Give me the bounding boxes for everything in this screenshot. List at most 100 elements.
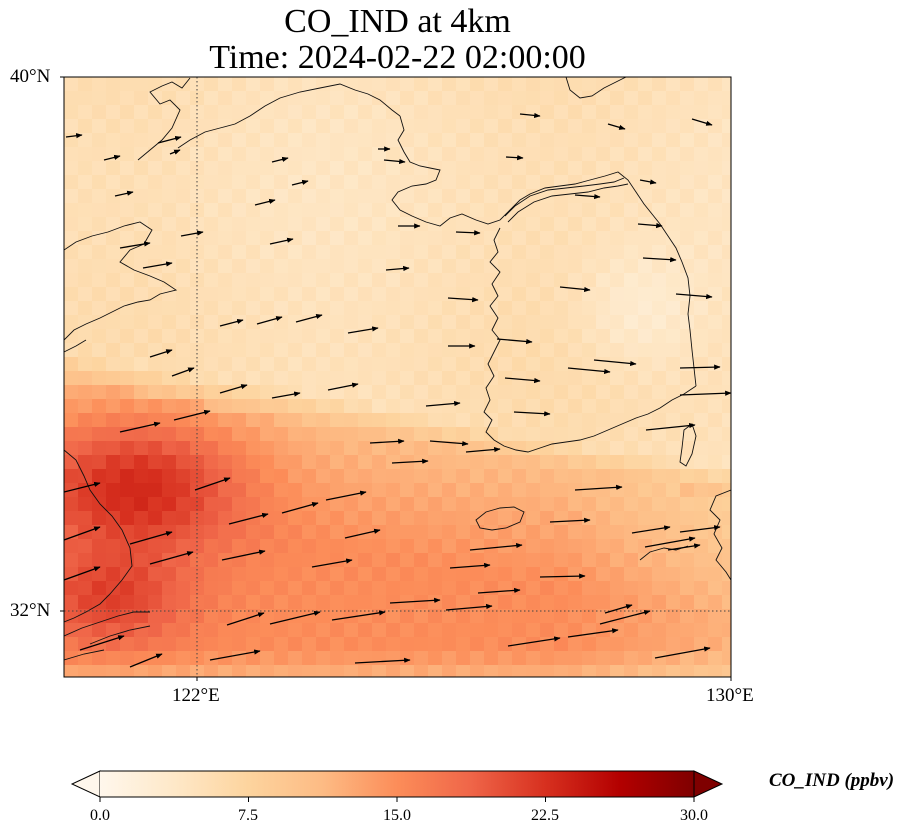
field-cell: [246, 343, 261, 358]
field-cell: [428, 133, 443, 148]
field-cell: [148, 469, 163, 484]
field-cell: [288, 539, 303, 554]
field-cell: [470, 651, 485, 666]
field-cell: [638, 175, 653, 190]
field-cell: [92, 287, 107, 302]
field-cell: [372, 119, 387, 134]
field-cell: [512, 357, 527, 372]
colorbar-label: CO_IND (ppbv): [769, 770, 895, 791]
field-cell: [190, 217, 205, 232]
field-cell: [596, 343, 611, 358]
field-cell: [358, 147, 373, 162]
field-cell: [260, 441, 275, 456]
field-cell: [722, 497, 731, 512]
field-cell: [330, 273, 345, 288]
field-cell: [190, 105, 205, 120]
field-cell: [414, 343, 429, 358]
field-cell: [540, 259, 555, 274]
wind-arrow: [389, 597, 441, 604]
field-cell: [330, 581, 345, 596]
field-cell: [106, 553, 121, 568]
field-cell: [148, 231, 163, 246]
field-cell: [624, 315, 639, 330]
field-cell: [540, 567, 555, 582]
field-cell: [722, 581, 731, 596]
field-cell: [498, 329, 513, 344]
field-cell: [568, 343, 583, 358]
field-cell: [148, 119, 163, 134]
field-cell: [386, 413, 401, 428]
field-cell: [596, 231, 611, 246]
field-cell: [232, 329, 247, 344]
field-cell: [484, 399, 499, 414]
field-cell: [652, 665, 667, 677]
field-cell: [414, 105, 429, 120]
field-cell: [708, 105, 723, 120]
wind-arrow: [519, 112, 541, 119]
field-cell: [484, 469, 499, 484]
field-cell: [92, 609, 107, 624]
field-cell: [274, 259, 289, 274]
field-cell: [456, 539, 471, 554]
field-cell: [512, 511, 527, 526]
field-cell: [302, 231, 317, 246]
field-cell: [708, 175, 723, 190]
field-cell: [498, 357, 513, 372]
field-cell: [442, 357, 457, 372]
field-cell: [722, 399, 731, 414]
field-cell: [554, 231, 569, 246]
field-cell: [106, 581, 121, 596]
field-cell: [512, 77, 527, 92]
field-cell: [568, 385, 583, 400]
field-cell: [372, 273, 387, 288]
map-area: [64, 77, 731, 677]
field-cell: [204, 539, 219, 554]
field-cell: [274, 497, 289, 512]
field-cell: [652, 189, 667, 204]
field-cell: [64, 315, 79, 330]
field-cell: [204, 553, 219, 568]
field-cell: [540, 455, 555, 470]
field-cell: [162, 119, 177, 134]
field-cell: [694, 175, 709, 190]
field-cell: [218, 301, 233, 316]
wind-arrow: [391, 458, 429, 464]
field-cell: [302, 119, 317, 134]
field-cell: [512, 483, 527, 498]
field-cell: [302, 553, 317, 568]
field-cell: [106, 357, 121, 372]
field-cell: [554, 259, 569, 274]
field-cell: [638, 427, 653, 442]
field-cell: [638, 231, 653, 246]
field-cell: [358, 231, 373, 246]
field-cell: [666, 119, 681, 134]
wind-arrow: [455, 230, 481, 236]
field-cell: [120, 441, 135, 456]
field-cell: [512, 273, 527, 288]
field-cell: [456, 301, 471, 316]
field-cell: [134, 539, 149, 554]
field-cell: [414, 525, 429, 540]
field-cell: [554, 175, 569, 190]
field-cell: [568, 147, 583, 162]
field-cell: [218, 91, 233, 106]
field-cell: [540, 609, 555, 624]
field-cell: [260, 665, 275, 677]
field-cell: [400, 483, 415, 498]
field-cell: [652, 441, 667, 456]
field-cell: [456, 231, 471, 246]
field-cell: [624, 133, 639, 148]
field-cell: [344, 119, 359, 134]
field-cell: [386, 497, 401, 512]
field-cell: [596, 119, 611, 134]
field-cell: [246, 637, 261, 652]
field-cell: [680, 91, 695, 106]
field-cell: [582, 497, 597, 512]
field-cell: [386, 245, 401, 260]
field-cell: [246, 371, 261, 386]
field-cell: [400, 399, 415, 414]
field-cell: [176, 441, 191, 456]
field-cell: [596, 105, 611, 120]
field-cell: [680, 497, 695, 512]
field-cell: [722, 441, 731, 456]
